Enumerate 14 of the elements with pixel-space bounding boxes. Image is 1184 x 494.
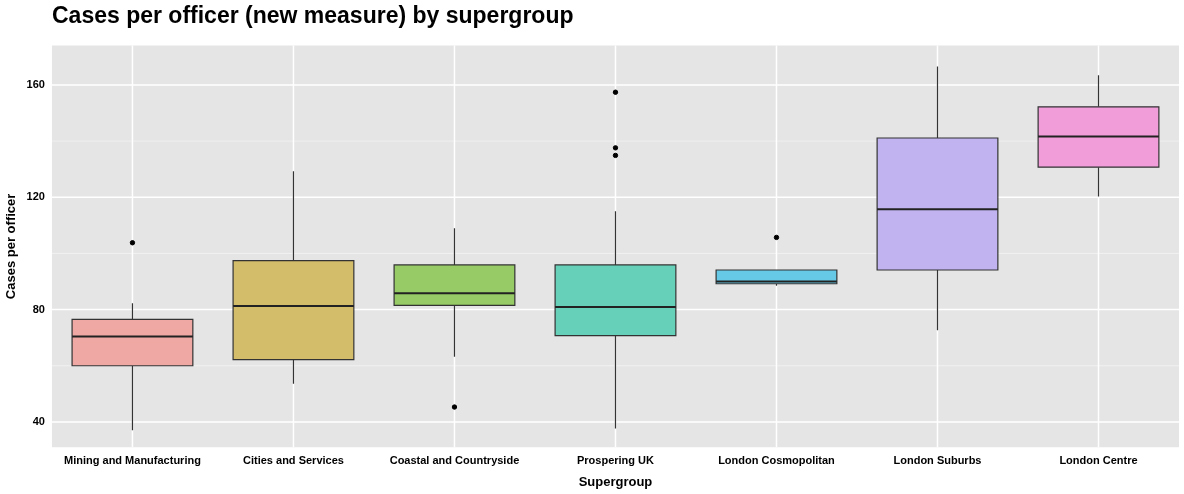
x-tick-label: Coastal and Countryside	[389, 453, 520, 466]
x-tick-label: Cities and Services	[243, 453, 344, 466]
x-axis-title: Supergroup	[578, 473, 653, 489]
x-tick-label: London Cosmopolitan	[718, 453, 836, 466]
x-tick-label: London Suburbs	[893, 453, 982, 466]
x-tick-label: London Centre	[1059, 453, 1138, 466]
chart-title: Cases per officer (new measure) by supergroup	[52, 2, 574, 29]
y-tick-label: 120	[26, 190, 45, 203]
y-tick-label: 160	[26, 77, 45, 90]
y-tick-label: 80	[32, 302, 45, 315]
x-tick-label: Mining and Manufacturing	[64, 453, 201, 466]
x-tick-label: Prospering UK	[576, 453, 655, 466]
y-axis-title: Cases per officer	[3, 193, 19, 300]
y-tick-label: 40	[32, 414, 45, 427]
